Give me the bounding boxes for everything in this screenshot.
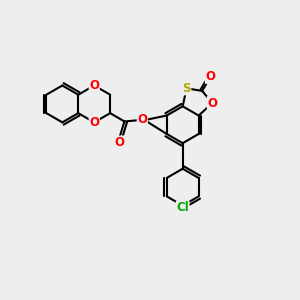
Text: O: O (207, 97, 217, 110)
Text: O: O (206, 70, 215, 83)
Text: Cl: Cl (176, 202, 189, 214)
Text: O: O (114, 136, 124, 149)
Text: S: S (182, 82, 191, 95)
Text: O: O (137, 113, 147, 126)
Text: O: O (89, 116, 99, 129)
Text: O: O (89, 79, 99, 92)
